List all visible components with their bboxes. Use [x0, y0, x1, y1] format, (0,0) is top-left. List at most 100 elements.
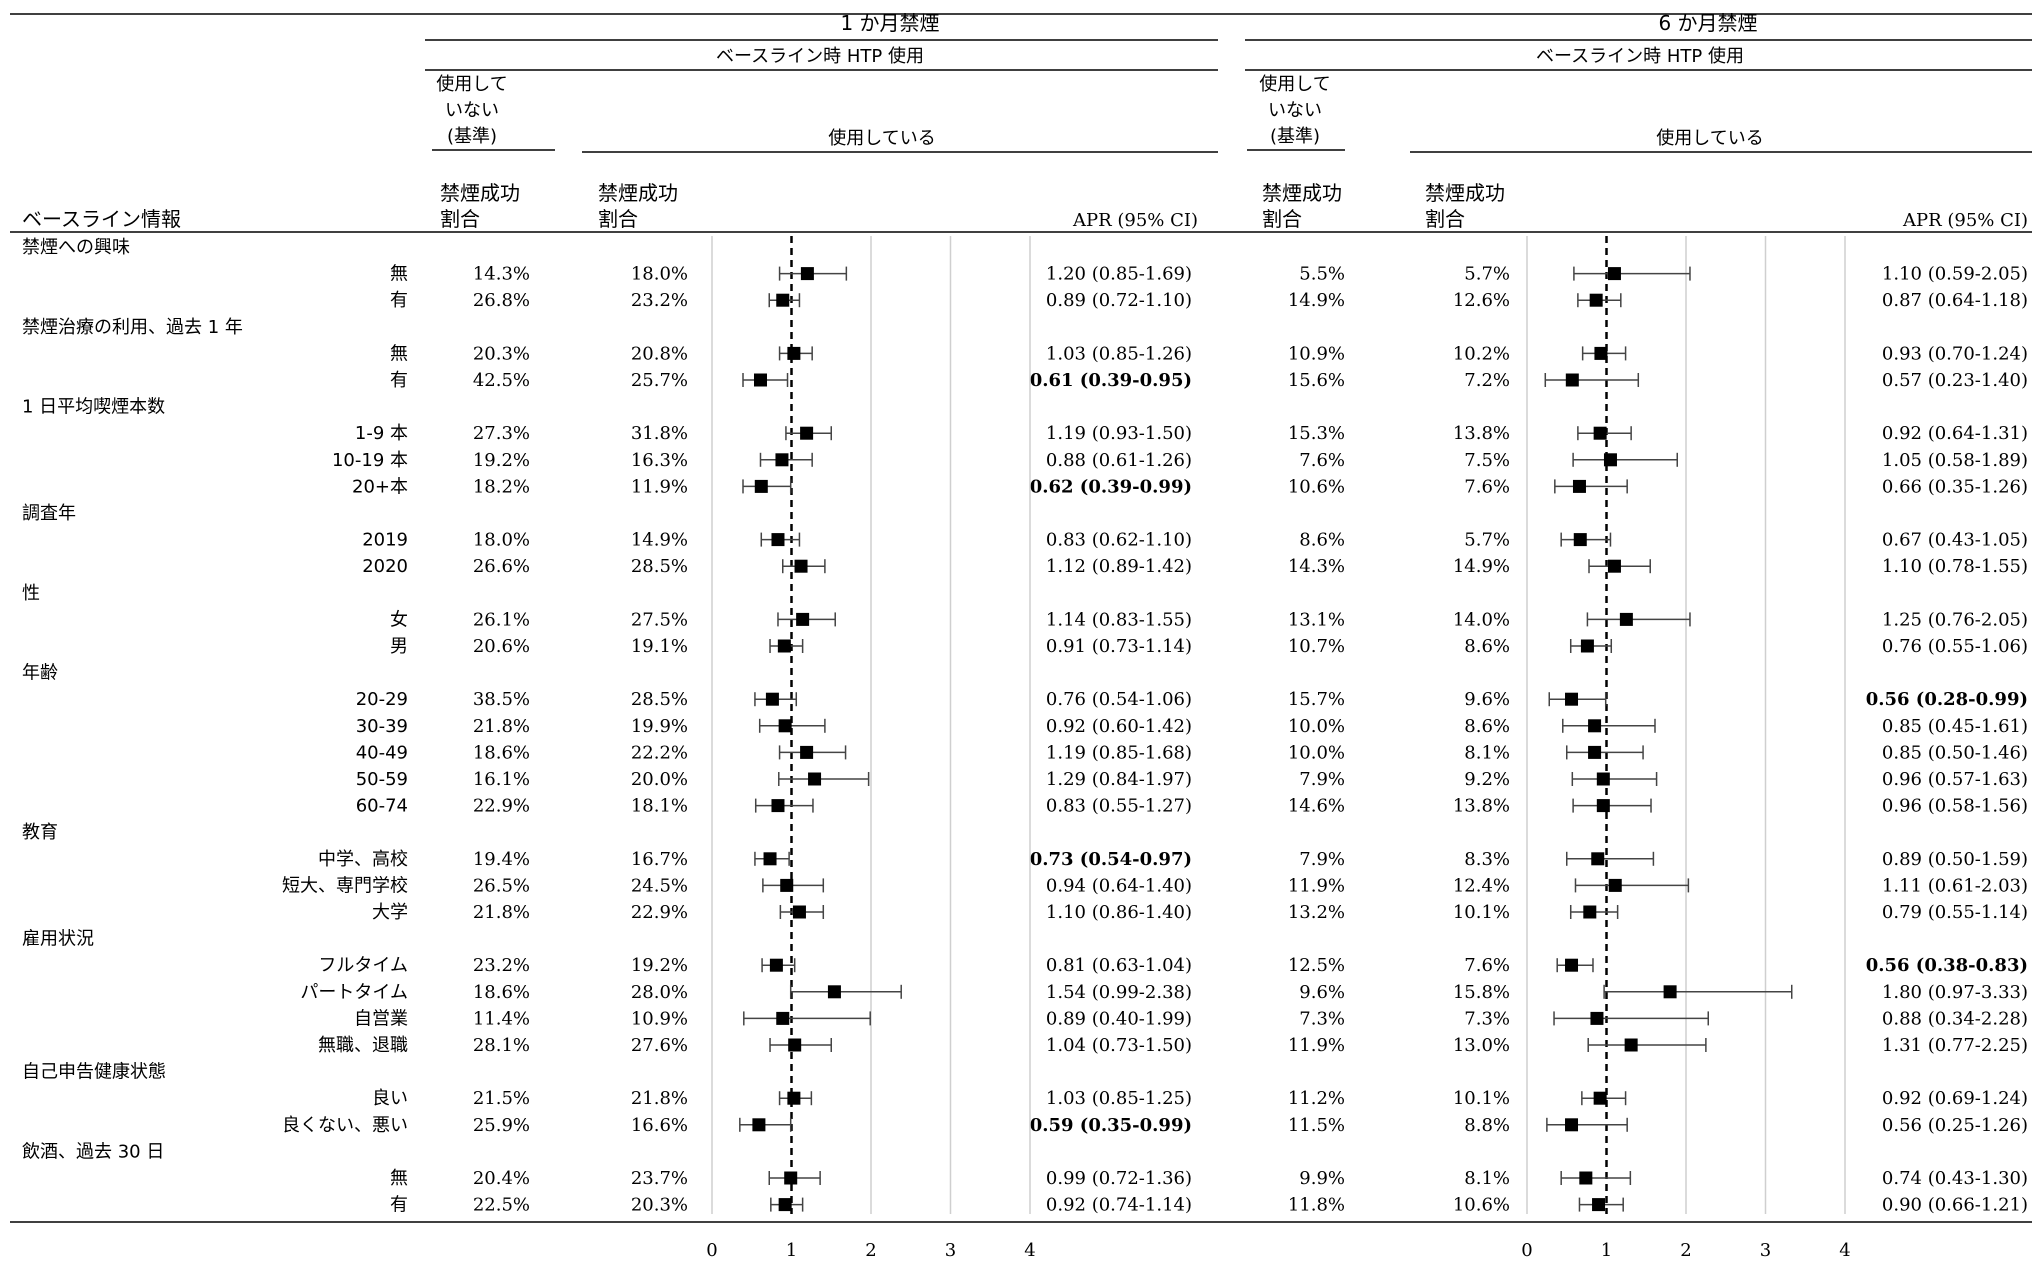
ref-success-rate: 18.6% [473, 742, 530, 763]
not-using-header-2-line3: (基準) [1270, 126, 1320, 147]
apr-value: 0.56 (0.25-1.26) [1882, 1115, 2028, 1136]
htp-success-rate: 10.6% [1453, 1195, 1510, 1216]
ref-success-rate: 26.6% [473, 556, 530, 577]
point-estimate [1624, 1038, 1638, 1052]
htp-success-rate: 19.1% [631, 636, 688, 657]
apr-value: 0.91 (0.73-1.14) [1046, 636, 1192, 657]
ref-success-rate: 28.1% [473, 1035, 530, 1056]
point-estimate [776, 1011, 790, 1025]
ref-success-rate: 11.9% [1288, 1035, 1345, 1056]
point-estimate [1619, 612, 1633, 626]
htp-success-rate: 27.6% [631, 1035, 688, 1056]
ref-success-rate: 21.8% [473, 716, 530, 737]
ref-success-rate: 7.9% [1299, 849, 1345, 870]
ref-success-rate: 16.1% [473, 769, 530, 790]
row-label: 2019 [362, 530, 408, 551]
htp-success-rate: 13.8% [1453, 796, 1510, 817]
ref-success-rate: 26.1% [473, 609, 530, 630]
htp-success-rate: 16.7% [631, 849, 688, 870]
apr-value: 0.81 (0.63-1.04) [1046, 955, 1192, 976]
x-tick-label: 3 [945, 1240, 956, 1261]
htp-success-rate: 31.8% [631, 423, 688, 444]
apr-value: 0.59 (0.35-0.99) [1030, 1115, 1192, 1136]
htp-success-rate: 20.0% [631, 769, 688, 790]
htp-success-rate: 28.0% [631, 982, 688, 1003]
htp-success-rate: 28.5% [631, 689, 688, 710]
apr-value: 0.74 (0.43-1.30) [1882, 1168, 2028, 1189]
point-estimate [1607, 559, 1621, 573]
apr-value: 0.67 (0.43-1.05) [1882, 530, 2028, 551]
htp-success-rate: 27.5% [631, 609, 688, 630]
ref-success-rate: 25.9% [473, 1115, 530, 1136]
htp-success-rate: 13.8% [1453, 423, 1510, 444]
point-estimate [775, 453, 789, 467]
htp-success-rate: 8.8% [1464, 1115, 1510, 1136]
point-estimate [800, 426, 814, 440]
htp-success-rate: 8.1% [1464, 742, 1510, 763]
htp-success-rate: 24.5% [631, 875, 688, 896]
x-tick-label: 2 [865, 1240, 876, 1261]
apr-value: 0.83 (0.55-1.27) [1046, 796, 1192, 817]
ref-success-rate: 14.6% [1288, 796, 1345, 817]
ref-success-rate: 14.3% [473, 264, 530, 285]
htp-success-rate: 19.2% [631, 955, 688, 976]
apr-value: 1.03 (0.85-1.26) [1046, 343, 1192, 364]
ref-success-rate: 20.6% [473, 636, 530, 657]
ref-success-rate: 7.9% [1299, 769, 1345, 790]
apr-value: 0.99 (0.72-1.36) [1046, 1168, 1192, 1189]
apr-value: 0.94 (0.64-1.40) [1046, 875, 1192, 896]
row-label: 20+本 [352, 476, 408, 497]
x-tick-label: 3 [1760, 1240, 1771, 1261]
htp-success-rate: 10.2% [1453, 343, 1510, 364]
row-label: 自営業 [354, 1008, 408, 1029]
panel-2-subtitle: ベースライン時 HTP 使用 [1536, 46, 1744, 67]
not-using-header-2-line2: いない [1268, 100, 1322, 121]
htp-success-rate: 9.2% [1464, 769, 1510, 790]
row-label: 中学、高校 [318, 849, 408, 870]
ref-success-rate: 18.0% [473, 530, 530, 551]
group-label: 自己申告健康状態 [22, 1062, 166, 1083]
group-label: 雇用状況 [22, 929, 94, 950]
apr-value: 1.10 (0.86-1.40) [1046, 902, 1192, 923]
apr-value: 0.73 (0.54-0.97) [1030, 849, 1192, 870]
htp-success-rate: 18.0% [631, 264, 688, 285]
ref-success-rate: 10.9% [1288, 343, 1345, 364]
ref-success-rate: 19.4% [473, 849, 530, 870]
point-estimate [808, 772, 822, 786]
apr-value: 1.14 (0.83-1.55) [1046, 609, 1192, 630]
x-tick-label: 4 [1839, 1240, 1850, 1261]
htp-success-rate: 18.1% [631, 796, 688, 817]
point-estimate [1579, 1171, 1593, 1185]
baseline-info-header: ベースライン情報 [22, 207, 181, 231]
apr-header-2: APR (95% CI) [1902, 210, 2028, 231]
apr-value: 0.83 (0.62-1.10) [1046, 530, 1192, 551]
ref-success-rate: 11.4% [473, 1008, 530, 1029]
htp-success-rate: 9.6% [1464, 689, 1510, 710]
point-estimate [1565, 373, 1579, 387]
row-label: 有 [390, 370, 408, 391]
point-estimate [800, 745, 814, 759]
group-label: 飲酒、過去 30 日 [22, 1141, 164, 1162]
htp-success-rate: 12.4% [1453, 875, 1510, 896]
apr-value: 1.03 (0.85-1.25) [1046, 1088, 1192, 1109]
apr-value: 1.12 (0.89-1.42) [1046, 556, 1192, 577]
x-tick-label: 1 [1601, 1240, 1612, 1261]
ref-success-rate: 18.2% [473, 476, 530, 497]
point-estimate [1596, 799, 1610, 813]
ref-success-rate: 13.2% [1288, 902, 1345, 923]
htp-success-rate: 8.1% [1464, 1168, 1510, 1189]
point-estimate [1580, 639, 1594, 653]
point-estimate [1591, 852, 1605, 866]
point-estimate [780, 878, 794, 892]
htp-success-rate: 11.9% [631, 476, 688, 497]
htp-success-rate: 20.3% [631, 1195, 688, 1216]
point-estimate [776, 293, 790, 307]
point-estimate [792, 905, 806, 919]
htp-success-rate: 23.2% [631, 290, 688, 311]
row-label: 40-49 [356, 742, 408, 763]
row-label: 女 [390, 609, 408, 630]
point-estimate [771, 533, 785, 547]
ref-success-rate: 21.8% [473, 902, 530, 923]
point-estimate [1565, 1118, 1579, 1132]
